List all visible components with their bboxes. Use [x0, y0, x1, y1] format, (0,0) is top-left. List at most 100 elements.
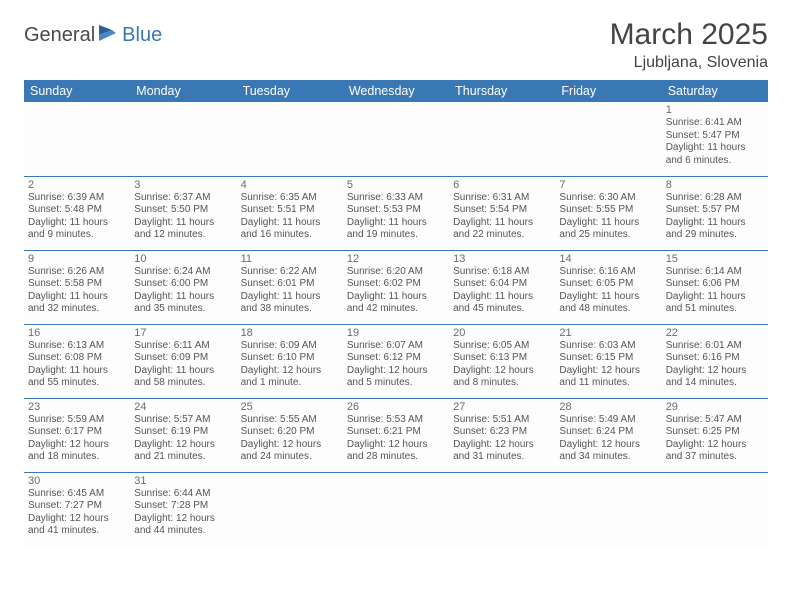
day-cell: 23Sunrise: 5:59 AMSunset: 6:17 PMDayligh…: [24, 398, 130, 472]
day-info: Sunrise: 5:47 AMSunset: 6:25 PMDaylight:…: [666, 414, 764, 464]
day-info: Sunrise: 6:33 AMSunset: 5:53 PMDaylight:…: [347, 192, 445, 242]
empty-cell: [555, 102, 661, 176]
day-cell: 14Sunrise: 6:16 AMSunset: 6:05 PMDayligh…: [555, 250, 661, 324]
empty-cell: [24, 102, 130, 176]
day-cell: 5Sunrise: 6:33 AMSunset: 5:53 PMDaylight…: [343, 176, 449, 250]
day-info: Sunrise: 6:22 AMSunset: 6:01 PMDaylight:…: [241, 266, 339, 316]
day-info: Sunrise: 6:05 AMSunset: 6:13 PMDaylight:…: [453, 340, 551, 390]
day-info: Sunrise: 6:45 AMSunset: 7:27 PMDaylight:…: [28, 488, 126, 538]
day-info: Sunrise: 5:49 AMSunset: 6:24 PMDaylight:…: [559, 414, 657, 464]
day-info: Sunrise: 5:53 AMSunset: 6:21 PMDaylight:…: [347, 414, 445, 464]
day-info: Sunrise: 6:18 AMSunset: 6:04 PMDaylight:…: [453, 266, 551, 316]
empty-cell: [449, 472, 555, 546]
calendar-row: 1Sunrise: 6:41 AMSunset: 5:47 PMDaylight…: [24, 102, 768, 176]
weekday-header: Friday: [555, 80, 661, 102]
calendar-row: 23Sunrise: 5:59 AMSunset: 6:17 PMDayligh…: [24, 398, 768, 472]
day-info: Sunrise: 6:26 AMSunset: 5:58 PMDaylight:…: [28, 266, 126, 316]
day-info: Sunrise: 6:28 AMSunset: 5:57 PMDaylight:…: [666, 192, 764, 242]
day-number: 11: [241, 253, 339, 265]
weekday-header: Saturday: [662, 80, 768, 102]
day-cell: 13Sunrise: 6:18 AMSunset: 6:04 PMDayligh…: [449, 250, 555, 324]
day-cell: 24Sunrise: 5:57 AMSunset: 6:19 PMDayligh…: [130, 398, 236, 472]
empty-cell: [343, 102, 449, 176]
empty-cell: [343, 472, 449, 546]
calendar-row: 16Sunrise: 6:13 AMSunset: 6:08 PMDayligh…: [24, 324, 768, 398]
logo-text-blue: Blue: [122, 24, 162, 47]
day-number: 3: [134, 179, 232, 191]
day-cell: 7Sunrise: 6:30 AMSunset: 5:55 PMDaylight…: [555, 176, 661, 250]
day-number: 30: [28, 475, 126, 487]
day-cell: 11Sunrise: 6:22 AMSunset: 6:01 PMDayligh…: [237, 250, 343, 324]
day-info: Sunrise: 5:55 AMSunset: 6:20 PMDaylight:…: [241, 414, 339, 464]
day-info: Sunrise: 6:03 AMSunset: 6:15 PMDaylight:…: [559, 340, 657, 390]
day-info: Sunrise: 6:09 AMSunset: 6:10 PMDaylight:…: [241, 340, 339, 390]
day-info: Sunrise: 6:13 AMSunset: 6:08 PMDaylight:…: [28, 340, 126, 390]
logo: General Blue: [24, 18, 162, 47]
day-cell: 18Sunrise: 6:09 AMSunset: 6:10 PMDayligh…: [237, 324, 343, 398]
day-cell: 6Sunrise: 6:31 AMSunset: 5:54 PMDaylight…: [449, 176, 555, 250]
header: General Blue March 2025 Ljubljana, Slove…: [24, 18, 768, 72]
empty-cell: [662, 472, 768, 546]
day-cell: 22Sunrise: 6:01 AMSunset: 6:16 PMDayligh…: [662, 324, 768, 398]
day-cell: 9Sunrise: 6:26 AMSunset: 5:58 PMDaylight…: [24, 250, 130, 324]
day-number: 16: [28, 327, 126, 339]
title-block: March 2025 Ljubljana, Slovenia: [610, 18, 768, 72]
day-info: Sunrise: 6:24 AMSunset: 6:00 PMDaylight:…: [134, 266, 232, 316]
day-number: 4: [241, 179, 339, 191]
day-number: 31: [134, 475, 232, 487]
weekday-header: Monday: [130, 80, 236, 102]
day-number: 26: [347, 401, 445, 413]
day-cell: 15Sunrise: 6:14 AMSunset: 6:06 PMDayligh…: [662, 250, 768, 324]
day-cell: 17Sunrise: 6:11 AMSunset: 6:09 PMDayligh…: [130, 324, 236, 398]
day-info: Sunrise: 6:01 AMSunset: 6:16 PMDaylight:…: [666, 340, 764, 390]
day-number: 13: [453, 253, 551, 265]
day-number: 27: [453, 401, 551, 413]
weekday-header: Sunday: [24, 80, 130, 102]
day-number: 21: [559, 327, 657, 339]
day-cell: 31Sunrise: 6:44 AMSunset: 7:28 PMDayligh…: [130, 472, 236, 546]
empty-cell: [130, 102, 236, 176]
day-info: Sunrise: 6:20 AMSunset: 6:02 PMDaylight:…: [347, 266, 445, 316]
empty-cell: [237, 472, 343, 546]
day-cell: 21Sunrise: 6:03 AMSunset: 6:15 PMDayligh…: [555, 324, 661, 398]
weekday-header: Thursday: [449, 80, 555, 102]
day-info: Sunrise: 6:11 AMSunset: 6:09 PMDaylight:…: [134, 340, 232, 390]
logo-text-general: General: [24, 24, 95, 47]
weekday-header-row: SundayMondayTuesdayWednesdayThursdayFrid…: [24, 80, 768, 102]
day-number: 12: [347, 253, 445, 265]
day-cell: 2Sunrise: 6:39 AMSunset: 5:48 PMDaylight…: [24, 176, 130, 250]
day-info: Sunrise: 6:39 AMSunset: 5:48 PMDaylight:…: [28, 192, 126, 242]
month-title: March 2025: [610, 18, 768, 52]
day-number: 7: [559, 179, 657, 191]
day-info: Sunrise: 6:30 AMSunset: 5:55 PMDaylight:…: [559, 192, 657, 242]
calendar-page: General Blue March 2025 Ljubljana, Slove…: [0, 0, 792, 546]
day-number: 8: [666, 179, 764, 191]
day-number: 14: [559, 253, 657, 265]
day-info: Sunrise: 6:07 AMSunset: 6:12 PMDaylight:…: [347, 340, 445, 390]
empty-cell: [555, 472, 661, 546]
day-info: Sunrise: 6:37 AMSunset: 5:50 PMDaylight:…: [134, 192, 232, 242]
day-number: 10: [134, 253, 232, 265]
calendar-row: 9Sunrise: 6:26 AMSunset: 5:58 PMDaylight…: [24, 250, 768, 324]
day-info: Sunrise: 6:44 AMSunset: 7:28 PMDaylight:…: [134, 488, 232, 538]
day-number: 6: [453, 179, 551, 191]
day-cell: 28Sunrise: 5:49 AMSunset: 6:24 PMDayligh…: [555, 398, 661, 472]
day-info: Sunrise: 5:59 AMSunset: 6:17 PMDaylight:…: [28, 414, 126, 464]
day-cell: 27Sunrise: 5:51 AMSunset: 6:23 PMDayligh…: [449, 398, 555, 472]
day-number: 5: [347, 179, 445, 191]
day-cell: 29Sunrise: 5:47 AMSunset: 6:25 PMDayligh…: [662, 398, 768, 472]
weekday-header: Tuesday: [237, 80, 343, 102]
day-cell: 8Sunrise: 6:28 AMSunset: 5:57 PMDaylight…: [662, 176, 768, 250]
day-info: Sunrise: 5:57 AMSunset: 6:19 PMDaylight:…: [134, 414, 232, 464]
day-cell: 26Sunrise: 5:53 AMSunset: 6:21 PMDayligh…: [343, 398, 449, 472]
empty-cell: [237, 102, 343, 176]
day-info: Sunrise: 6:16 AMSunset: 6:05 PMDaylight:…: [559, 266, 657, 316]
day-cell: 3Sunrise: 6:37 AMSunset: 5:50 PMDaylight…: [130, 176, 236, 250]
empty-cell: [449, 102, 555, 176]
day-info: Sunrise: 6:14 AMSunset: 6:06 PMDaylight:…: [666, 266, 764, 316]
day-number: 23: [28, 401, 126, 413]
day-cell: 4Sunrise: 6:35 AMSunset: 5:51 PMDaylight…: [237, 176, 343, 250]
day-number: 28: [559, 401, 657, 413]
day-number: 24: [134, 401, 232, 413]
day-number: 25: [241, 401, 339, 413]
